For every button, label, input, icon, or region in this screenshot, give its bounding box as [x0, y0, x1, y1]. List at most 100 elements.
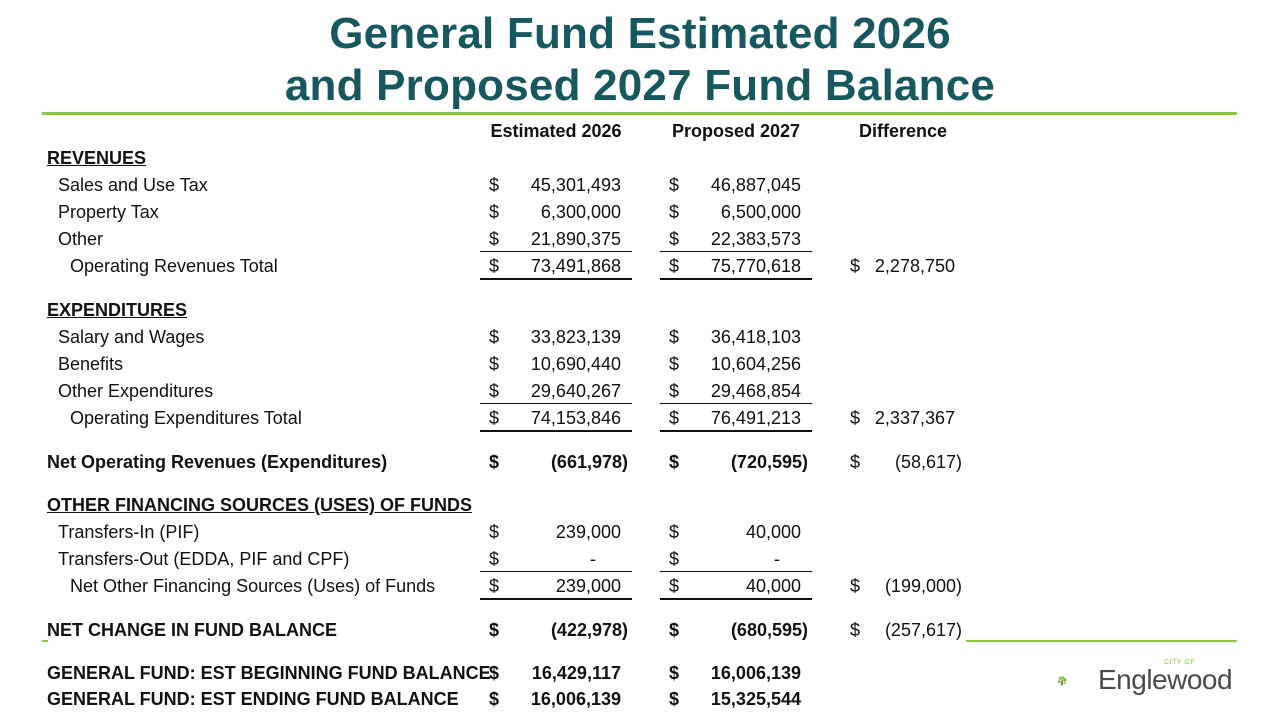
currency-sign: $ — [489, 175, 500, 195]
total-rule — [480, 278, 632, 280]
value-property-tax-prop: 6,500,000 — [720, 202, 801, 222]
currency-sign: $ — [489, 381, 500, 401]
value-expenditures-total-diff: 2,337,367 — [874, 408, 955, 428]
currency-sign: $ — [489, 229, 500, 249]
section-expenditures: EXPENDITURES — [47, 300, 188, 320]
value-beginning-balance-prop: 16,006,139 — [710, 663, 801, 683]
currency-sign: $ — [669, 354, 680, 374]
value-benefits-est: 10,690,440 — [530, 354, 621, 374]
value-salary-est: 33,823,139 — [530, 327, 621, 347]
section-other-financing: OTHER FINANCING SOURCES (USES) OF FUNDS — [47, 495, 473, 515]
column-header-difference: Difference — [858, 121, 948, 141]
row-label-net-operating: Net Operating Revenues (Expenditures) — [47, 452, 388, 472]
currency-sign: $ — [669, 452, 680, 472]
value-net-other-financing-est: 239,000 — [555, 576, 621, 596]
currency-sign: $ — [669, 202, 680, 222]
currency-sign: $ — [489, 522, 500, 542]
value-revenue-other-est: 21,890,375 — [530, 229, 621, 249]
value-net-change-prop: (680,595) — [730, 620, 808, 640]
englewood-logo-icon — [1058, 676, 1067, 686]
slide-title-line-2: and Proposed 2027 Fund Balance — [284, 61, 996, 110]
title-divider — [42, 112, 1237, 115]
currency-sign: $ — [489, 549, 500, 569]
net-change-divider-right — [966, 640, 1237, 642]
logo-city-of: CITY OF — [1164, 659, 1195, 666]
currency-sign: $ — [669, 689, 680, 709]
value-sales-tax-est: 45,301,493 — [530, 175, 621, 195]
value-transfers-in-prop: 40,000 — [745, 522, 801, 542]
value-revenues-total-diff: 2,278,750 — [874, 256, 955, 276]
currency-sign: $ — [489, 202, 500, 222]
currency-sign: $ — [489, 327, 500, 347]
value-salary-prop: 36,418,103 — [710, 327, 801, 347]
row-label-other-expenditures: Other Expenditures — [58, 381, 214, 401]
row-label-ending-balance: GENERAL FUND: EST ENDING FUND BALANCE — [47, 689, 459, 709]
currency-sign: $ — [489, 663, 500, 683]
currency-sign: $ — [669, 381, 680, 401]
value-revenues-total-est: 73,491,868 — [530, 256, 621, 276]
currency-sign: $ — [669, 327, 680, 347]
slide-title-line-1: General Fund Estimated 2026 — [329, 9, 951, 58]
row-label-net-change: NET CHANGE IN FUND BALANCE — [47, 620, 337, 640]
column-header-estimated: Estimated 2026 — [490, 121, 622, 141]
row-label-property-tax: Property Tax — [58, 202, 159, 222]
logo-wordmark: Englewood — [1098, 664, 1233, 695]
total-rule — [660, 278, 812, 280]
value-net-operating-diff: (58,617) — [894, 452, 962, 472]
subtotal-rule — [660, 251, 812, 252]
value-net-change-est: (422,978) — [550, 620, 628, 640]
value-beginning-balance-est: 16,429,117 — [531, 663, 621, 683]
row-label-net-other-financing: Net Other Financing Sources (Uses) of Fu… — [70, 576, 436, 596]
value-revenues-total-prop: 75,770,618 — [710, 256, 801, 276]
subtotal-rule — [480, 403, 632, 404]
row-label-expenditures-total: Operating Expenditures Total — [70, 408, 302, 428]
currency-sign: $ — [489, 689, 500, 709]
value-net-operating-est: (661,978) — [550, 452, 628, 472]
currency-sign: $ — [850, 452, 861, 472]
row-label-beginning-balance: GENERAL FUND: EST BEGINNING FUND BALANCE — [47, 663, 491, 683]
value-net-other-financing-prop: 40,000 — [745, 576, 801, 596]
currency-sign: $ — [489, 620, 500, 640]
value-net-operating-prop: (720,595) — [730, 452, 808, 472]
row-label-salary: Salary and Wages — [58, 327, 205, 347]
currency-sign: $ — [489, 408, 500, 428]
row-label-sales-tax: Sales and Use Tax — [58, 175, 208, 195]
value-revenue-other-prop: 22,383,573 — [710, 229, 801, 249]
subtotal-rule — [660, 403, 812, 404]
currency-sign: $ — [669, 408, 680, 428]
currency-sign: $ — [850, 408, 861, 428]
value-other-expenditures-prop: 29,468,854 — [710, 381, 801, 401]
value-transfers-in-est: 239,000 — [555, 522, 621, 542]
currency-sign: $ — [669, 576, 680, 596]
currency-sign: $ — [489, 452, 500, 472]
currency-sign: $ — [850, 576, 861, 596]
total-rule — [660, 598, 812, 600]
row-label-benefits: Benefits — [58, 354, 124, 374]
value-benefits-prop: 10,604,256 — [710, 354, 801, 374]
currency-sign: $ — [669, 229, 680, 249]
currency-sign: $ — [489, 256, 500, 276]
currency-sign: $ — [850, 620, 861, 640]
row-label-transfers-in: Transfers-In (PIF) — [58, 522, 200, 542]
currency-sign: $ — [850, 256, 861, 276]
value-property-tax-est: 6,300,000 — [540, 202, 621, 222]
value-ending-balance-prop: 15,325,544 — [710, 689, 801, 709]
value-net-other-financing-diff: (199,000) — [884, 576, 962, 596]
column-header-proposed: Proposed 2027 — [671, 121, 801, 141]
value-other-expenditures-est: 29,640,267 — [530, 381, 621, 401]
currency-sign: $ — [489, 354, 500, 374]
value-net-change-diff: (257,617) — [884, 620, 962, 640]
section-revenues: REVENUES — [47, 148, 147, 168]
currency-sign: $ — [669, 663, 680, 683]
total-rule — [660, 430, 812, 432]
value-sales-tax-prop: 46,887,045 — [710, 175, 801, 195]
currency-sign: $ — [669, 256, 680, 276]
value-expenditures-total-prop: 76,491,213 — [710, 408, 801, 428]
subtotal-rule — [480, 571, 632, 572]
subtotal-rule — [660, 571, 812, 572]
row-label-transfers-out: Transfers-Out (EDDA, PIF and CPF) — [58, 549, 350, 569]
value-ending-balance-est: 16,006,139 — [530, 689, 621, 709]
net-change-divider-left — [42, 640, 48, 642]
value-expenditures-total-est: 74,153,846 — [530, 408, 621, 428]
currency-sign: $ — [669, 175, 680, 195]
